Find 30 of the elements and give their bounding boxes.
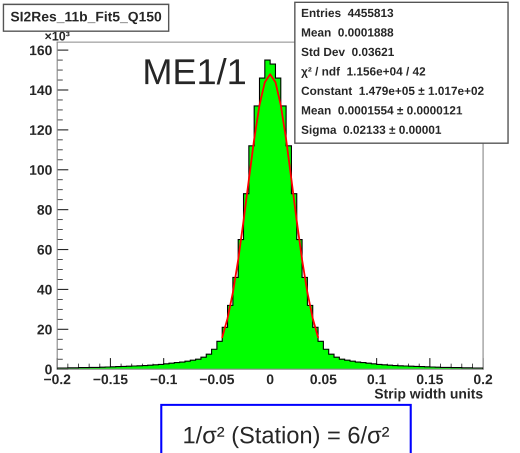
y-tick-label: 120 [30, 125, 52, 136]
annotation: ME1/1 [145, 58, 245, 85]
x-tick-label: −0.15 [93, 374, 128, 384]
x-tick-label: −0.1 [150, 374, 177, 384]
annotation: Constant 1.479e+05 ± 1.017e+02 [302, 86, 484, 96]
x-tick-label: 0.05 [310, 374, 337, 384]
y-tick-label: 0 [45, 364, 52, 374]
annotation: Mean 0.0001554 ± 0.0000121 [302, 106, 462, 115]
annotation: Std Dev 0.03621 [301, 47, 394, 56]
text: Mean 0.0001888 [302, 28, 394, 37]
chart-title: SI2Res_11b_Fit5_Q150 [10, 11, 162, 24]
text: Entries 4455813 [302, 8, 394, 18]
annotation: χ² / ndf 1.156e+04 / 42 [301, 66, 426, 78]
y-tick-label: 20 [37, 324, 52, 334]
x-tick-label: 0.1 [368, 374, 386, 384]
x-tick-label: 0.2 [474, 374, 492, 384]
x-tick-label: −0.2 [44, 374, 70, 384]
y-tick-label: 140 [30, 85, 52, 96]
y-tick-label: 100 [30, 165, 52, 175]
y-tick-label: 160 [30, 45, 52, 56]
x-axis-title: Strip width units [374, 388, 483, 402]
x-tick-label: 0.15 [416, 374, 443, 384]
y-tick-label: 40 [37, 284, 52, 295]
x-tick-label: −0.05 [200, 374, 234, 384]
x-tick-label: 0 [266, 374, 274, 384]
text: 1/σ² (Station) = 6/σ² [184, 426, 390, 448]
y-tick-label: 80 [37, 204, 52, 215]
y-tick-label: 60 [37, 244, 52, 255]
text: ×10³ [45, 32, 70, 41]
annotation: Sigma 0.02133 ± 0.00001 [301, 125, 442, 136]
